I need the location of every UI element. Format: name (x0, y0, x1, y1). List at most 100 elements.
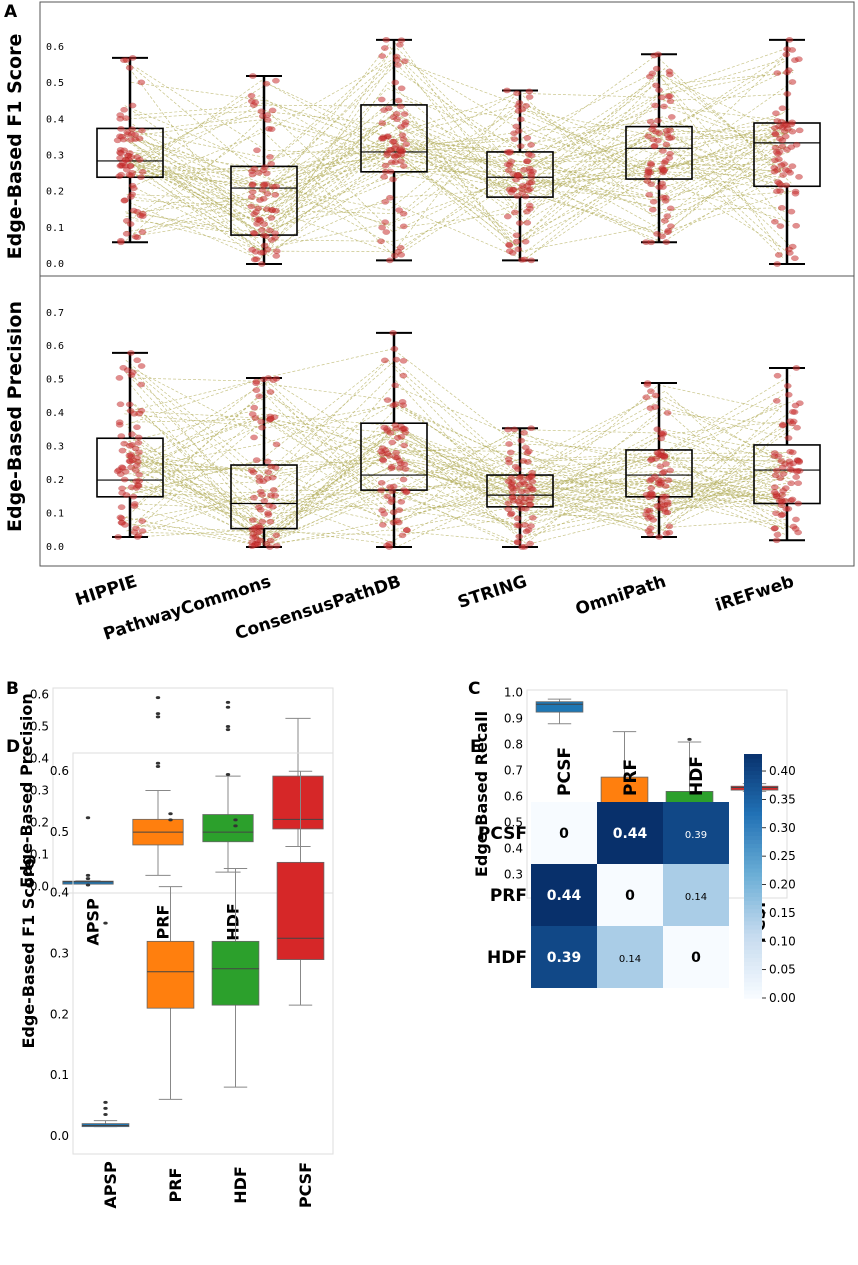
data-point (525, 94, 534, 100)
outlier-point (85, 873, 91, 877)
data-point (247, 194, 256, 200)
outlier-point (155, 761, 161, 765)
connecting-line (125, 348, 787, 536)
connecting-line (128, 428, 785, 479)
colorbar-segment (744, 819, 762, 824)
data-point (379, 456, 387, 463)
data-point (388, 463, 396, 470)
data-point (779, 488, 787, 494)
data-point (665, 68, 674, 75)
box (535, 701, 584, 713)
data-point (267, 160, 275, 167)
data-point (117, 150, 125, 157)
colorbar-tick-label: 0.30 (769, 821, 796, 835)
colorbar-segment (744, 762, 762, 767)
data-point (137, 381, 145, 388)
outlier-point (155, 696, 161, 700)
data-point (507, 158, 516, 165)
data-point (515, 475, 524, 481)
data-point (387, 499, 396, 505)
colorbar-segment (744, 766, 762, 771)
connecting-line (135, 44, 784, 224)
colorbar-segment (744, 993, 762, 999)
data-point (127, 154, 135, 160)
data-point (647, 457, 655, 463)
data-point (267, 237, 276, 243)
data-point (788, 119, 796, 126)
heatmap-row-label: HDF (487, 948, 527, 968)
colorbar-segment (744, 839, 762, 845)
connecting-line (124, 391, 793, 531)
data-point (783, 383, 792, 389)
data-point (123, 166, 131, 173)
y-axis-label: Edge-Based Precision (17, 693, 36, 888)
data-point (386, 194, 394, 201)
data-point (117, 126, 125, 132)
outlier-point (85, 877, 91, 881)
data-point (382, 229, 391, 235)
heatmap-cell (531, 864, 597, 926)
data-point (784, 391, 793, 398)
data-point (793, 468, 801, 475)
data-point (134, 483, 143, 489)
data-point (247, 203, 255, 210)
data-point (272, 183, 281, 190)
data-point (389, 330, 397, 336)
connecting-line (125, 410, 782, 526)
data-point (118, 464, 126, 471)
data-point (772, 398, 781, 404)
panel-a-frame (39, 1, 855, 567)
connecting-line (124, 128, 791, 257)
data-point (399, 476, 408, 483)
data-point (662, 141, 671, 148)
data-point (378, 120, 387, 126)
data-point (250, 404, 259, 411)
heatmap-cell-label: 0 (559, 826, 569, 842)
connecting-line (123, 133, 785, 254)
data-point (773, 261, 782, 267)
colorbar-segment (744, 941, 762, 946)
data-point (399, 163, 408, 169)
y-tick-label: 0.2 (46, 187, 64, 198)
y-tick-label: 0.8 (504, 738, 523, 752)
panel-label-d: D (6, 737, 20, 757)
colorbar-segment (744, 981, 762, 987)
data-point (795, 458, 803, 464)
data-point (113, 137, 122, 144)
connecting-line (126, 55, 792, 251)
connecting-line (124, 437, 793, 545)
connecting-line (135, 134, 788, 254)
data-point (119, 159, 127, 166)
data-point (386, 430, 395, 436)
heatmap-cell-label: 0.14 (685, 892, 707, 903)
data-point (397, 37, 406, 43)
data-point (651, 404, 660, 410)
data-point (777, 118, 786, 125)
data-point (649, 198, 658, 205)
data-point (788, 409, 797, 415)
data-point (774, 151, 782, 157)
data-point (661, 158, 670, 164)
data-point (782, 51, 791, 58)
plot-frame (72, 752, 334, 1155)
y-tick-label: 0.3 (50, 947, 69, 961)
panel-e: E PCSF PRF HDF PCSF 0 0.44 0.39 PRF 0.44 0 0.14 HDF… (470, 737, 796, 1005)
data-point (527, 171, 536, 178)
data-point (778, 205, 786, 211)
data-point (271, 192, 280, 198)
data-point (787, 480, 795, 487)
data-point (260, 498, 269, 504)
data-point (265, 544, 274, 550)
colorbar-segment (744, 904, 762, 910)
data-point (117, 239, 125, 246)
colorbar-segment (744, 953, 762, 958)
connecting-line (134, 129, 790, 228)
data-point (650, 143, 658, 150)
heatmap-row-label: PCSF (478, 824, 527, 844)
data-point (259, 249, 268, 256)
data-point (133, 357, 142, 364)
outlier-point (225, 724, 231, 728)
data-point (389, 138, 397, 145)
data-point (667, 223, 675, 230)
data-point (122, 230, 131, 237)
